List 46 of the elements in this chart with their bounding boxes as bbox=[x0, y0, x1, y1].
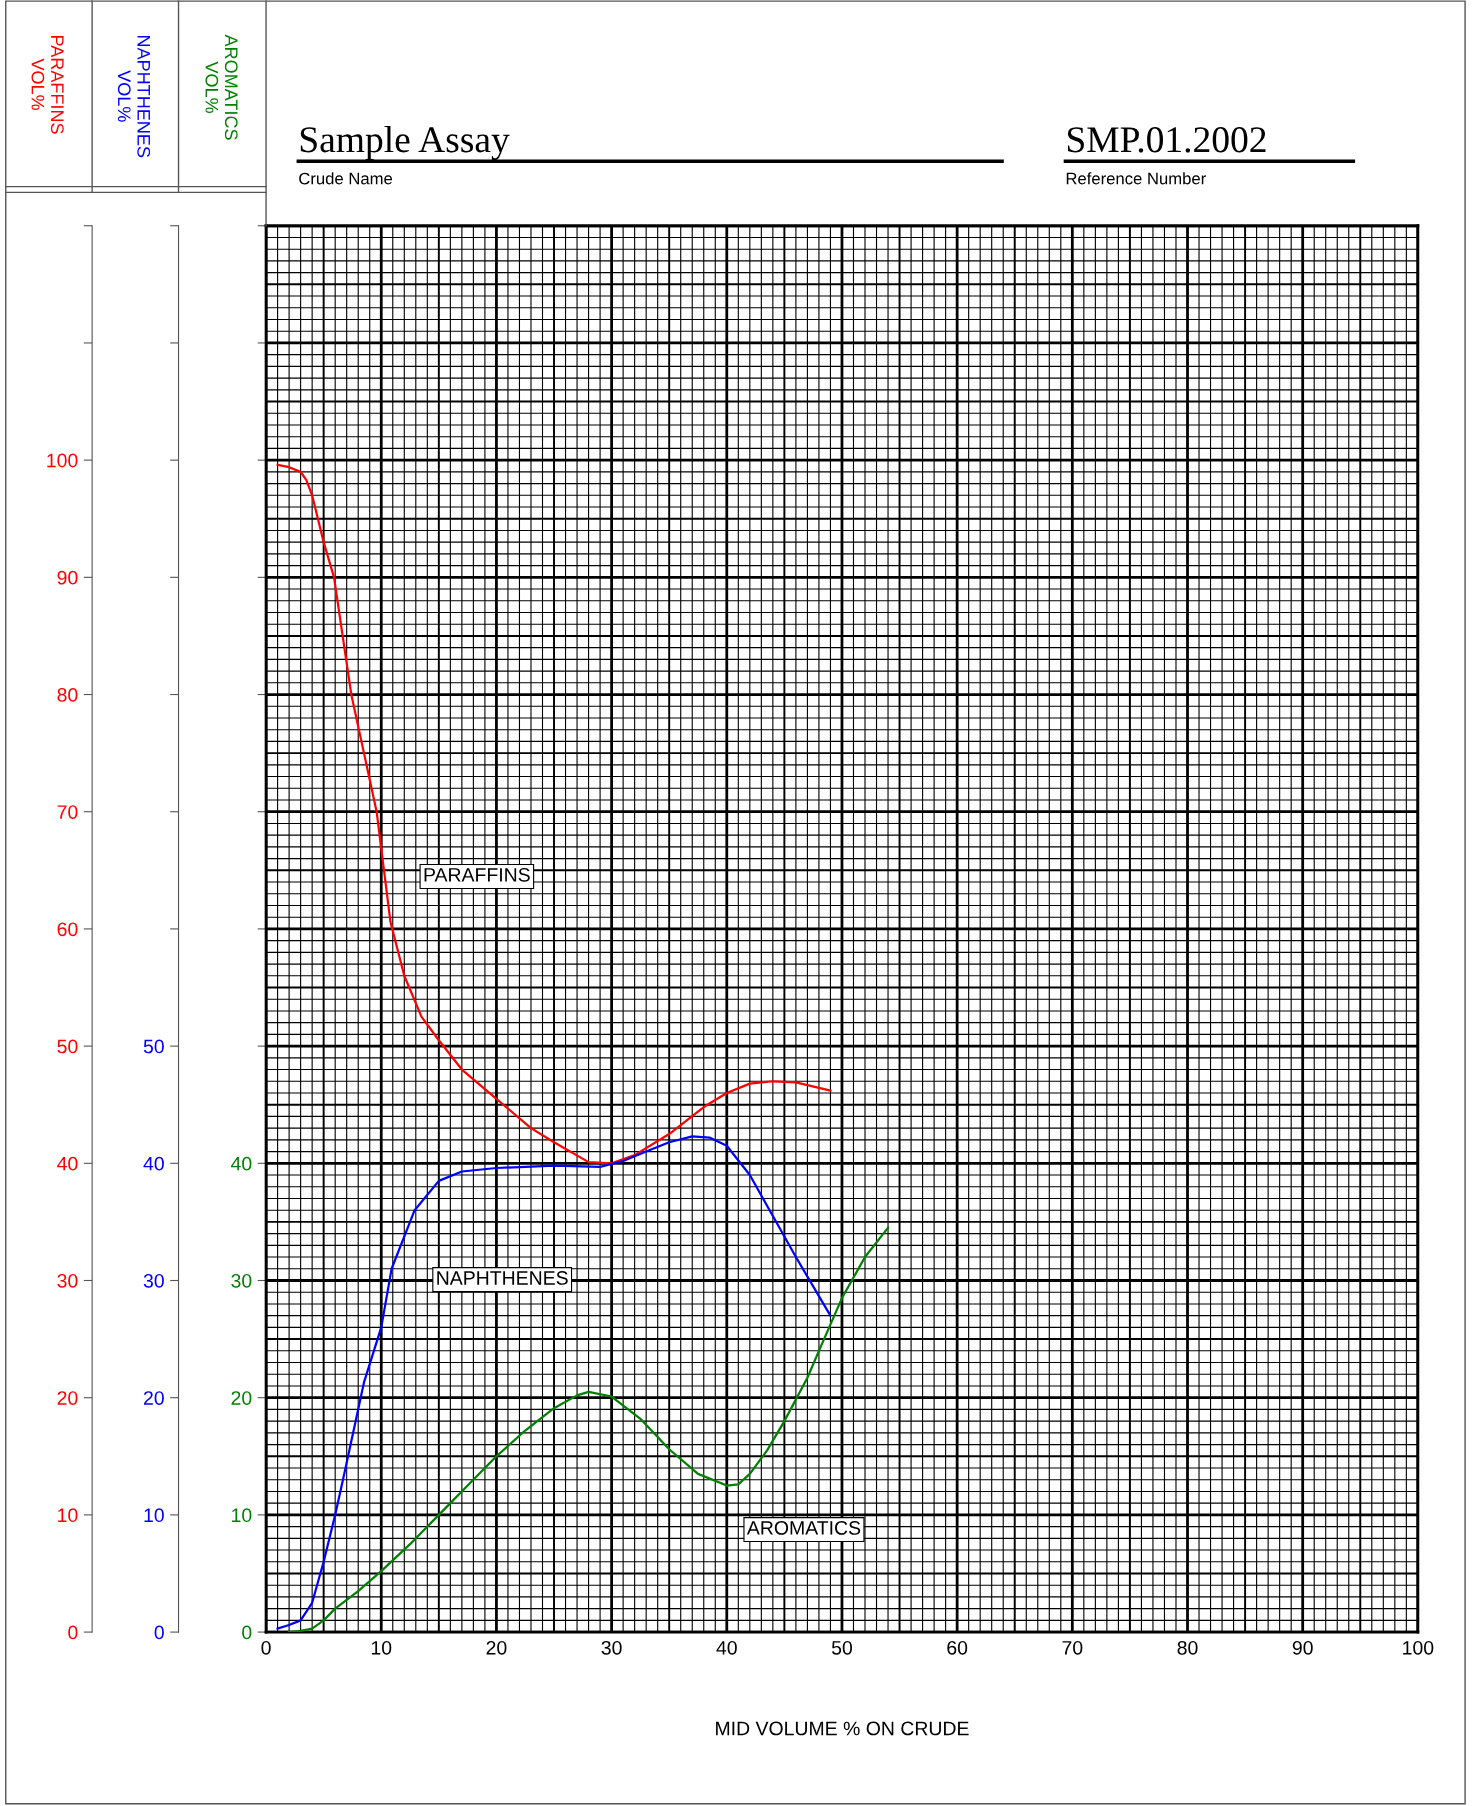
y2-tick-label: 50 bbox=[143, 1039, 164, 1054]
y-tick-label: 0 bbox=[68, 1625, 78, 1640]
y3-tick-label: 0 bbox=[242, 1625, 252, 1640]
text: PARAFFINS VOL% bbox=[31, 36, 64, 134]
y-tick-label: 50 bbox=[57, 1039, 78, 1054]
y3-tick-label: 40 bbox=[231, 1156, 252, 1171]
x-tick-label: 100 bbox=[1403, 1640, 1434, 1655]
y3-tick-label: 10 bbox=[232, 1508, 252, 1523]
y-tick-label: 30 bbox=[57, 1273, 78, 1288]
y-tick-label: 60 bbox=[57, 922, 78, 937]
text: Crude Name bbox=[299, 172, 393, 185]
y-tick-label: 40 bbox=[57, 1156, 78, 1171]
line-series bbox=[287, 1226, 890, 1633]
y-tick-label: 10 bbox=[58, 1508, 78, 1523]
text: NAPHTHENES VOL% bbox=[117, 36, 151, 158]
y-tick-label: 90 bbox=[57, 570, 78, 585]
annotation: AROMATICS bbox=[746, 1521, 861, 1535]
x-tick-label: 70 bbox=[1062, 1640, 1083, 1655]
x-tick-label: 20 bbox=[486, 1640, 507, 1655]
y2-tick-label: 30 bbox=[143, 1273, 164, 1288]
y3-tick-label: 20 bbox=[231, 1391, 252, 1405]
text: SMP.01.2002 bbox=[1067, 127, 1266, 153]
x-tick-label: 60 bbox=[947, 1640, 968, 1655]
y-tick-label: 100 bbox=[47, 453, 78, 468]
x-tick-label: 10 bbox=[371, 1640, 392, 1655]
y2-tick-label: 0 bbox=[154, 1625, 164, 1640]
x-tick-label: 30 bbox=[601, 1640, 622, 1655]
x-tick-label: 0 bbox=[261, 1640, 271, 1655]
x-tick-label: 80 bbox=[1177, 1640, 1198, 1655]
annotation: NAPHTHENES bbox=[437, 1271, 568, 1285]
y-tick-label: 20 bbox=[57, 1391, 78, 1405]
y2-tick-label: 40 bbox=[143, 1156, 164, 1171]
x-axis-title: MID VOLUME % ON CRUDE bbox=[716, 1721, 969, 1736]
line-series bbox=[276, 463, 832, 1165]
x-tick-label: 40 bbox=[716, 1640, 737, 1655]
y-tick-label: 70 bbox=[57, 805, 78, 819]
y-tick-label: 80 bbox=[57, 687, 78, 702]
y2-tick-label: 20 bbox=[143, 1391, 164, 1405]
annotation: PARAFFINS bbox=[424, 867, 530, 882]
y3-tick-label: 30 bbox=[231, 1273, 252, 1288]
x-tick-label: 50 bbox=[831, 1640, 853, 1655]
text: Reference Number bbox=[1066, 172, 1206, 185]
text: AROMATICS VOL% bbox=[205, 34, 238, 140]
chart-title: Sample Assay bbox=[300, 126, 510, 161]
x-tick-label: 90 bbox=[1292, 1640, 1313, 1655]
y2-tick-label: 10 bbox=[144, 1508, 164, 1523]
